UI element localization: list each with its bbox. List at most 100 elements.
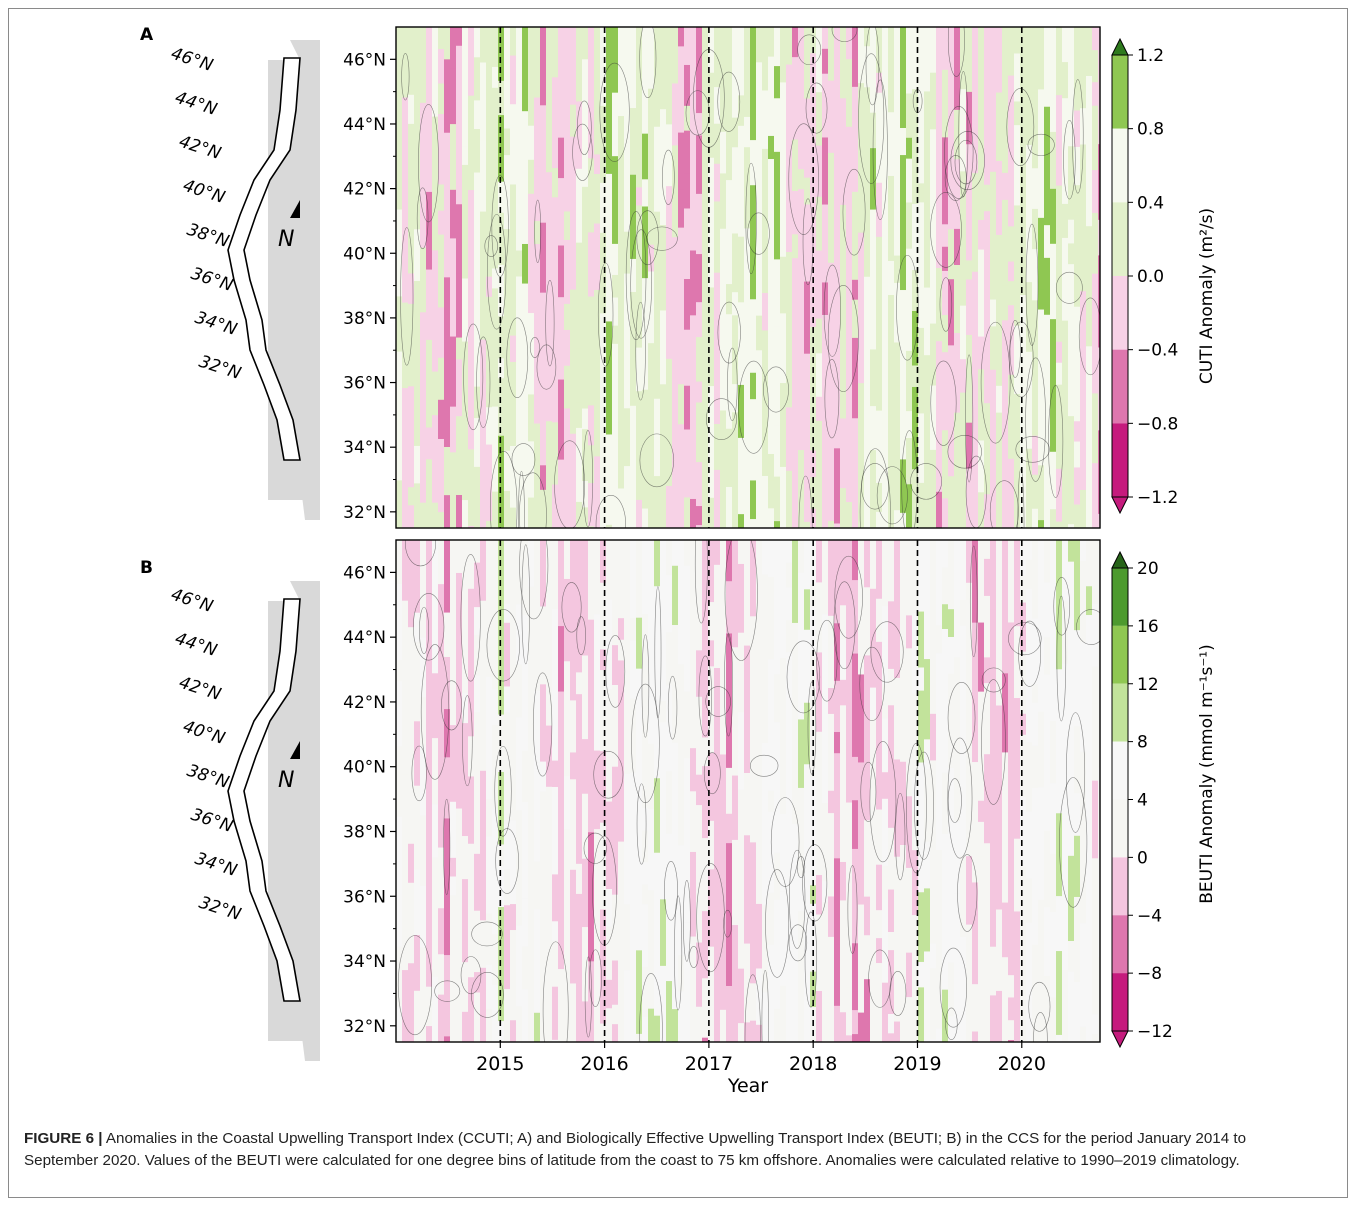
heatmap-cell: [1092, 415, 1099, 464]
heatmap-cell: [696, 650, 703, 698]
heatmap-cell: [870, 1036, 877, 1042]
heatmap-cell: [474, 853, 481, 912]
heatmap-cell: [1032, 618, 1039, 685]
heatmap-cell: [936, 212, 943, 269]
heatmap-cell: [864, 180, 871, 232]
heatmap-cell: [942, 540, 949, 569]
heatmap-cell: [1002, 199, 1009, 254]
heatmap-cell: [870, 832, 877, 896]
heatmap-cell: [1050, 509, 1057, 528]
heatmap-cell: [414, 612, 421, 643]
heatmap-cell: [624, 211, 631, 233]
heatmap-cell: [648, 540, 655, 565]
contour-line: [470, 972, 504, 1018]
heatmap-cell: [420, 947, 427, 967]
heatmap-cell: [810, 477, 817, 510]
heatmap-cell: [510, 605, 517, 648]
heatmap-cell: [462, 773, 469, 837]
heatmap-cell: [960, 855, 967, 938]
heatmap-cell: [684, 497, 691, 528]
heatmap-cell: [540, 489, 547, 528]
panel-b-heatmap: [396, 540, 1100, 1042]
map-lat-label: 44°N: [172, 629, 219, 661]
heatmap-cell: [822, 881, 829, 903]
heatmap-cell: [450, 317, 457, 338]
heatmap-cell: [642, 420, 649, 510]
contour-line: [738, 360, 769, 454]
heatmap-cell: [630, 562, 637, 619]
heatmap-cell: [606, 524, 613, 528]
heatmap-cell: [858, 209, 865, 234]
heatmap-cell: [984, 657, 991, 684]
heatmap-cell: [600, 408, 607, 478]
contour-line: [694, 540, 708, 624]
heatmap-cell: [438, 27, 445, 50]
heatmap-cell: [756, 540, 763, 563]
heatmap-cell: [972, 762, 979, 832]
contour-line: [706, 398, 737, 441]
contour-line: [981, 667, 1006, 693]
contour-line: [834, 555, 863, 639]
heatmap-cell: [456, 359, 463, 417]
heatmap-cell: [714, 696, 721, 761]
heatmap-cell: [756, 295, 763, 317]
contour-line: [401, 52, 410, 101]
heatmap-cell: [1056, 468, 1063, 523]
heatmap-cell: [888, 540, 895, 602]
heatmap-cell: [642, 884, 649, 905]
heatmap-cell: [888, 260, 895, 296]
heatmap-cell: [828, 521, 835, 528]
heatmap-cell: [912, 613, 919, 695]
heatmap-cell: [606, 434, 613, 508]
heatmap-cell: [510, 55, 517, 79]
heatmap-cell: [696, 1006, 703, 1042]
heatmap-cell: [726, 284, 733, 315]
heatmap-cell: [1008, 997, 1015, 1021]
y-tick-label: 32°N: [343, 503, 386, 523]
heatmap-cell: [1020, 946, 1027, 1016]
heatmap-cell: [948, 962, 955, 1017]
heatmap-cell: [984, 595, 991, 658]
heatmap-cell: [648, 343, 655, 395]
heatmap-cell: [744, 540, 751, 574]
heatmap-cell: [924, 769, 931, 843]
heatmap-cell: [654, 852, 661, 899]
heatmap-cell: [894, 856, 901, 937]
heatmap-cell: [1086, 951, 1093, 1028]
contour-line: [947, 778, 962, 823]
heatmap-cell: [528, 638, 535, 687]
heatmap-cell: [738, 968, 745, 1024]
heatmap-cell: [714, 423, 721, 471]
heatmap-cell: [1062, 62, 1069, 99]
heatmap-cell: [708, 386, 715, 454]
heatmap-cell: [462, 146, 469, 166]
heatmap-cell: [1002, 611, 1009, 674]
heatmap-cell: [924, 355, 931, 434]
heatmap-cell: [732, 384, 739, 413]
heatmap-cell: [456, 896, 463, 974]
heatmap-cell: [438, 357, 445, 401]
heatmap-cell: [936, 491, 943, 528]
heatmap-cell: [1062, 299, 1069, 322]
heatmap-cell: [948, 27, 955, 103]
heatmap-cell: [846, 462, 853, 503]
heatmap-cell: [696, 462, 703, 507]
heatmap-cell: [888, 705, 895, 752]
heatmap-cell: [714, 123, 721, 165]
heatmap-cell: [456, 416, 463, 496]
heatmap-cell: [816, 420, 823, 472]
heatmap-cell: [486, 540, 493, 618]
heatmap-cell: [546, 604, 553, 628]
heatmap-cell: [768, 331, 775, 376]
contour-line: [717, 71, 741, 132]
heatmap-cell: [1026, 742, 1033, 774]
heatmap-cell: [648, 563, 655, 613]
heatmap-cell: [942, 833, 949, 910]
heatmap-cell: [948, 540, 955, 610]
heatmap-cell: [882, 718, 889, 773]
heatmap-cell: [426, 27, 433, 94]
heatmap-cell: [1074, 358, 1081, 422]
heatmap-cell: [474, 607, 481, 636]
panel-b-colorbar-label: BEUTI Anomaly (mmol m⁻¹s⁻¹): [1197, 644, 1217, 904]
heatmap-cell: [570, 374, 577, 435]
